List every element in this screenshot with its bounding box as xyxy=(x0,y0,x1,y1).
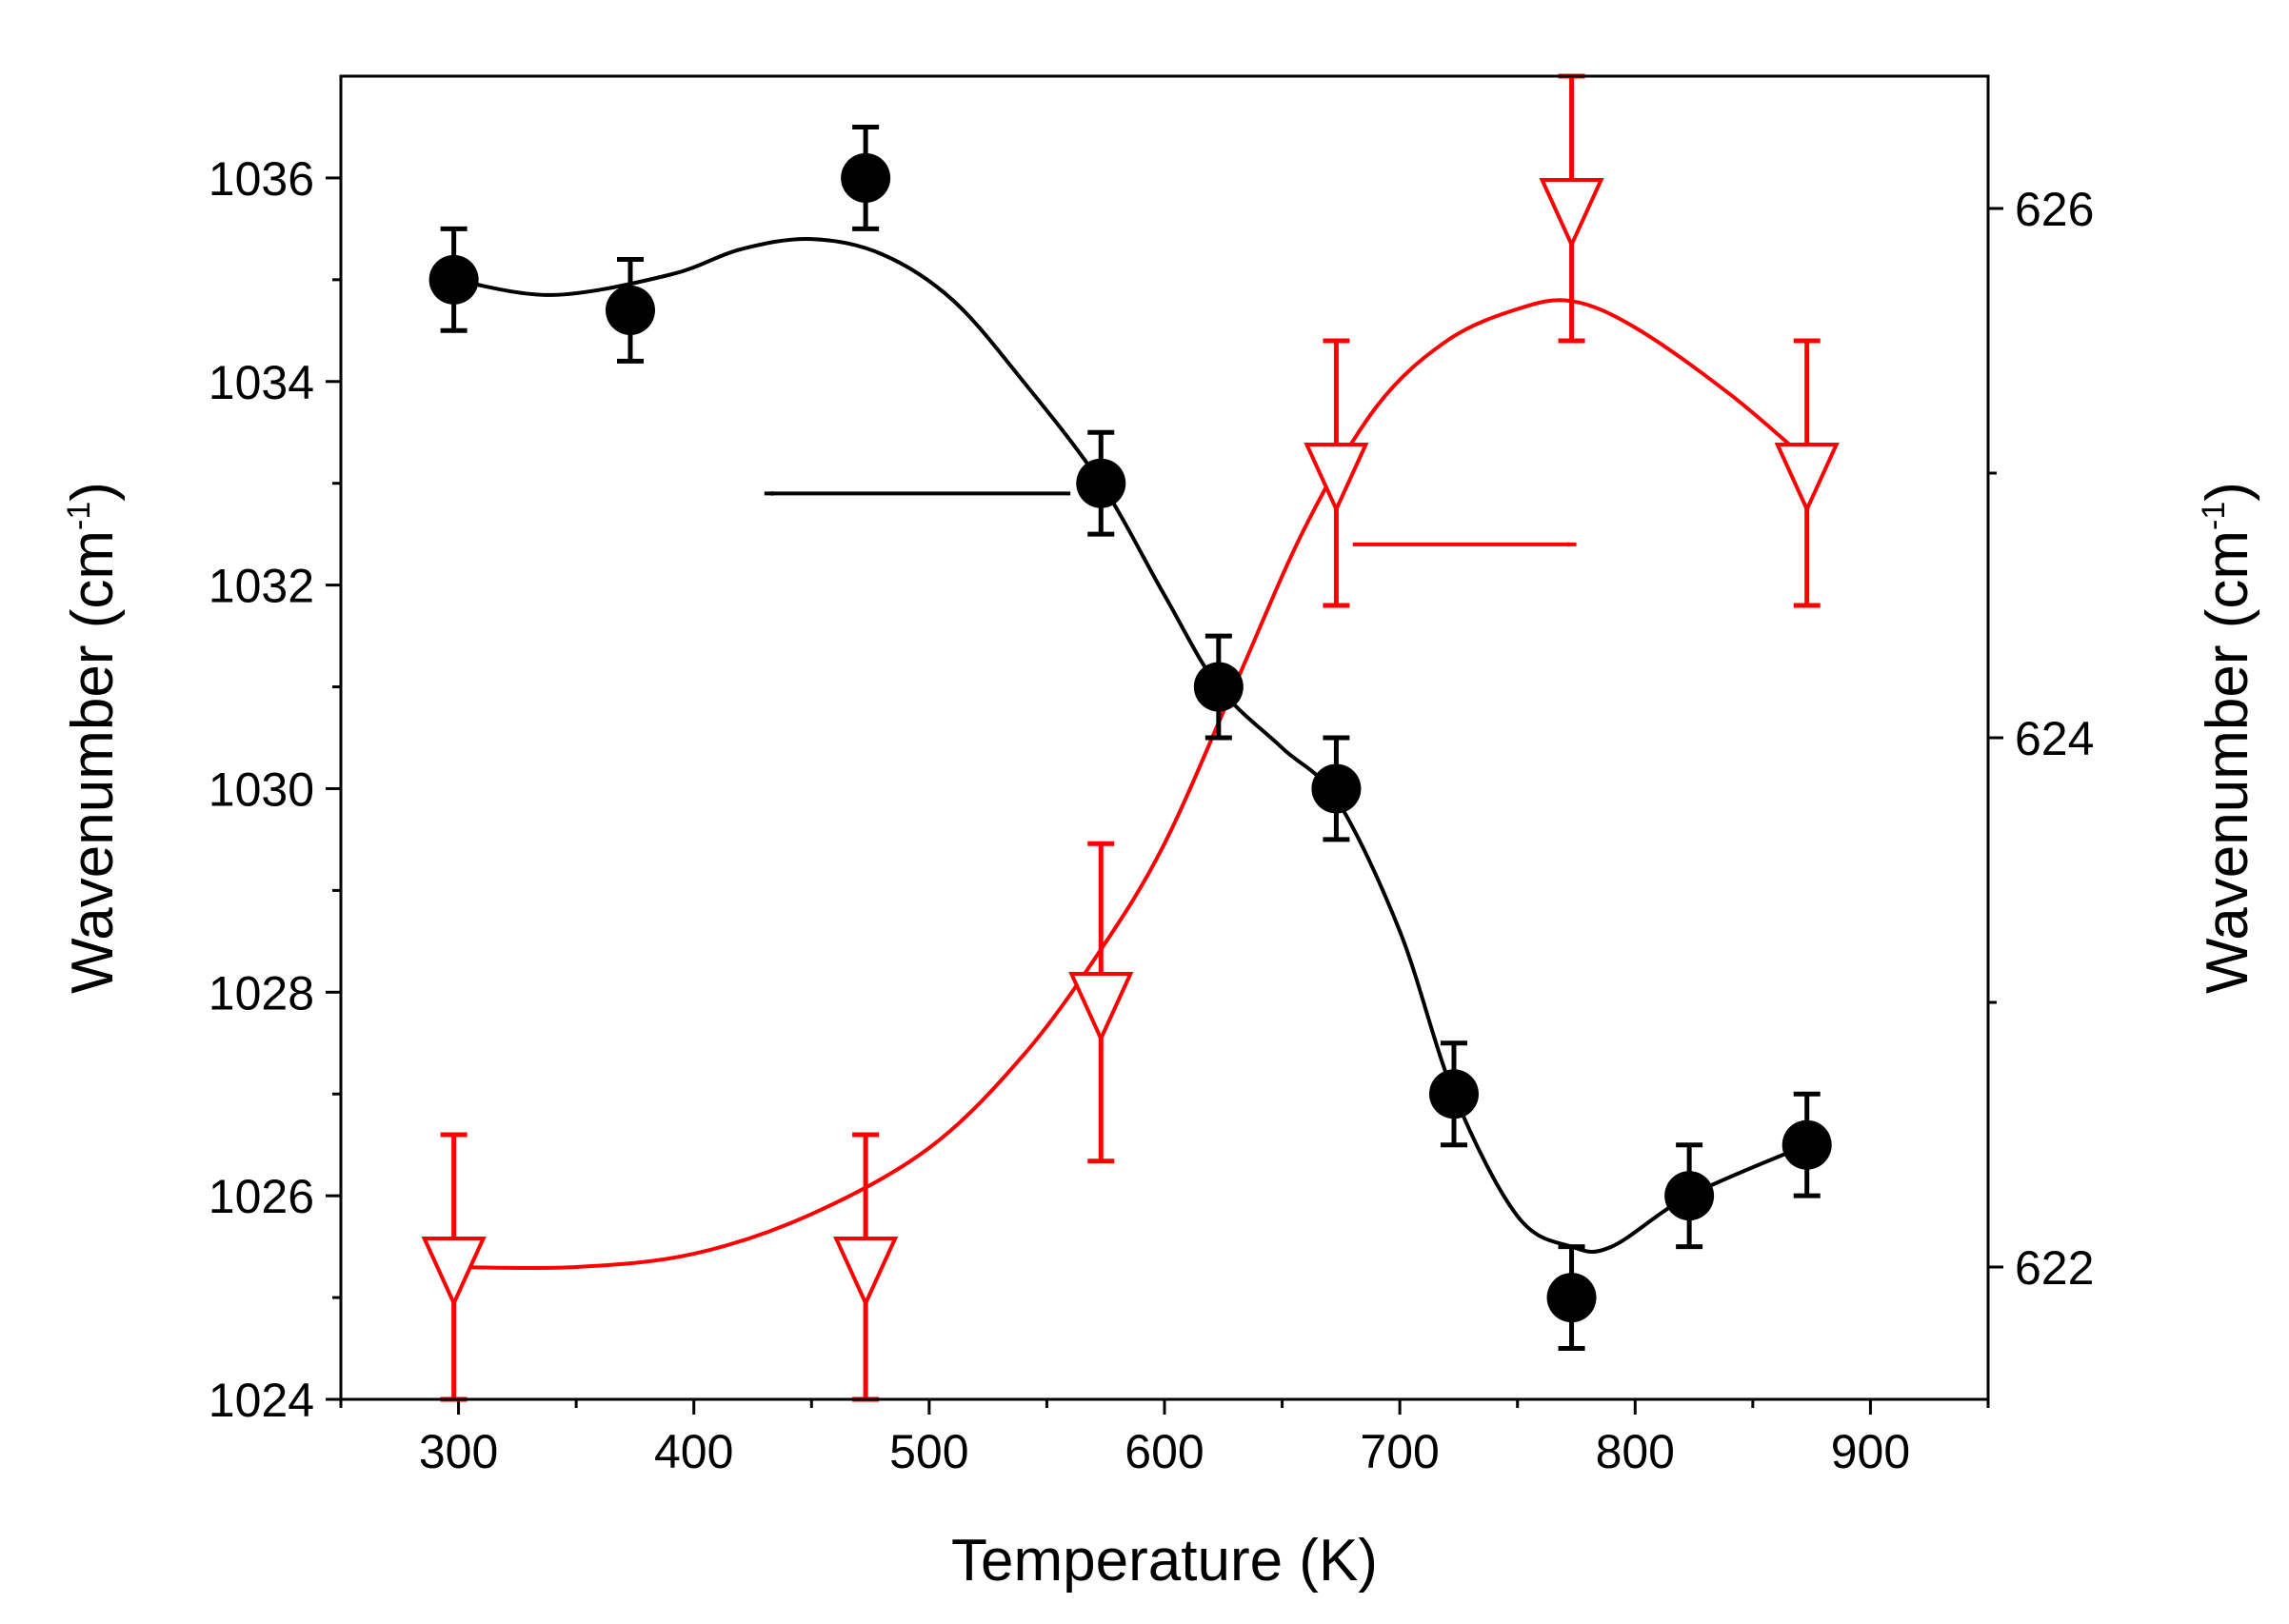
left-series-marker xyxy=(605,285,655,335)
plot-frame xyxy=(339,74,1990,1401)
left-series-marker xyxy=(1193,662,1244,712)
left-series-marker xyxy=(841,152,891,203)
right-axis-title: Wavenumber (cm-1) xyxy=(2195,482,2260,994)
right-series-marker xyxy=(1068,972,1134,1043)
left-series-point xyxy=(428,226,479,333)
left-axis-title-main: Wavenumber (cm xyxy=(60,530,126,994)
right-series-point xyxy=(421,1132,487,1402)
left-y-tick-label: 1028 xyxy=(209,966,314,1020)
left-series-point xyxy=(1428,1040,1479,1148)
left-y-tick-label: 1030 xyxy=(209,762,314,816)
left-series-curve xyxy=(453,237,1808,1254)
left-series-point xyxy=(1193,633,1244,741)
right-series-marker xyxy=(421,1237,487,1308)
right-series-marker xyxy=(833,1237,899,1308)
x-tick-label: 600 xyxy=(1125,1425,1204,1478)
right-axis-title-close: ) xyxy=(2195,482,2260,502)
left-y-tick-label: 1024 xyxy=(209,1374,314,1427)
x-tick-label: 800 xyxy=(1596,1425,1675,1478)
right-series-marker xyxy=(1304,443,1369,514)
x-tick-label: 700 xyxy=(1360,1425,1439,1478)
left-series-marker xyxy=(1311,763,1362,814)
left-axis-title: Wavenumber (cm-1) xyxy=(60,482,126,994)
left-series-point xyxy=(1781,1091,1832,1198)
left-series-marker xyxy=(1664,1171,1715,1221)
right-series-curve xyxy=(453,298,1808,1271)
right-y-tick-label: 622 xyxy=(2015,1241,2094,1295)
right-series-marker xyxy=(1539,178,1604,249)
x-tick-label: 300 xyxy=(419,1425,498,1478)
annotations xyxy=(763,490,1578,547)
right-axis-title-sup: -1 xyxy=(2196,502,2232,530)
x-axis-title: Temperature (K) xyxy=(951,1528,1378,1594)
left-series-marker xyxy=(1428,1069,1479,1119)
left-series-point xyxy=(1076,429,1126,537)
left-y-tick-label: 1032 xyxy=(209,560,314,613)
right-series-point xyxy=(1774,338,1840,608)
right-series-marker xyxy=(1774,443,1840,514)
left-series-point xyxy=(1311,735,1362,842)
left-series-point xyxy=(1546,1244,1597,1352)
left-series-point xyxy=(1664,1142,1715,1250)
left-series-marker xyxy=(1076,458,1126,508)
right-series-point xyxy=(1304,338,1369,608)
data-markers xyxy=(421,73,1840,1402)
left-axis-title-sup: -1 xyxy=(61,502,97,530)
left-series-marker xyxy=(428,254,479,305)
left-series-point xyxy=(605,256,655,364)
right-y-tick-label: 624 xyxy=(2015,712,2094,765)
fit-curves xyxy=(453,237,1808,1271)
right-y-tick-label: 626 xyxy=(2015,183,2094,236)
left-y-tick-label: 1036 xyxy=(209,152,314,206)
left-y-tick-label: 1026 xyxy=(209,1170,314,1223)
x-tick-label: 900 xyxy=(1831,1425,1910,1478)
right-series-point xyxy=(1539,73,1604,344)
left-series-marker xyxy=(1546,1273,1597,1323)
left-series-point xyxy=(841,124,891,231)
axes: 300 400 500 600 700 800 900 1024 1026 1028 1030 103… xyxy=(209,152,2095,1478)
x-tick-label: 400 xyxy=(654,1425,733,1478)
right-axis-title-main: Wavenumber (cm xyxy=(2195,530,2260,994)
left-y-tick-label: 1034 xyxy=(209,356,314,409)
left-series-marker xyxy=(1781,1119,1832,1170)
right-series-point xyxy=(1068,841,1134,1164)
left-axis-title-close: ) xyxy=(60,482,126,502)
x-tick-label: 500 xyxy=(889,1425,968,1478)
